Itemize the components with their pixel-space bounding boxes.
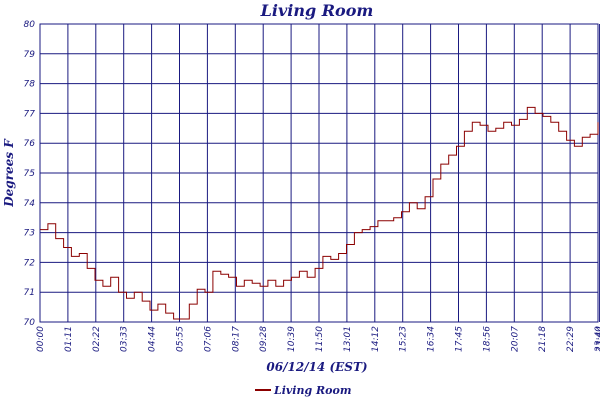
x-tick-label: 23:44 xyxy=(596,326,600,352)
y-tick-label: 73 xyxy=(24,229,36,239)
series-line-living-room xyxy=(40,106,599,320)
y-tick-label: 70 xyxy=(24,318,36,328)
x-tick-label: 18:56 xyxy=(482,326,492,352)
legend-label: Living Room xyxy=(273,384,351,397)
x-axis-label: 06/12/14 (EST) xyxy=(266,360,367,374)
x-tick-label: 08:17 xyxy=(231,326,241,352)
x-tick-label: 20:07 xyxy=(510,326,520,352)
y-tick-label: 72 xyxy=(24,258,36,268)
x-tick-label: 01:11 xyxy=(64,326,74,352)
x-tick-label: 17:45 xyxy=(455,326,465,352)
x-tick-label: 07:06 xyxy=(203,326,213,352)
legend: Living Room xyxy=(255,384,351,397)
x-tick-label: 22:29 xyxy=(566,326,576,352)
x-tick-labels: 00:00 01:11 02:22 03:33 04:44 05:55 07:06 08:17… xyxy=(36,326,600,352)
x-tick-label: 11:50 xyxy=(315,326,325,352)
y-tick-labels: 70 71 72 73 74 75 76 77 78 79 80 xyxy=(24,20,36,328)
y-tick-label: 75 xyxy=(24,169,36,179)
y-tick-label: 76 xyxy=(24,139,36,149)
x-tick-label: 03:33 xyxy=(120,326,130,352)
x-tick-label: 05:55 xyxy=(176,326,186,352)
y-tick-label: 74 xyxy=(24,199,36,209)
x-tick-label: 00:00 xyxy=(36,326,46,352)
x-tick-label: 13:01 xyxy=(343,326,353,352)
y-tick-label: 80 xyxy=(24,20,36,30)
x-tick-label: 14:12 xyxy=(371,326,381,352)
x-tick-label: 15:23 xyxy=(399,326,409,352)
y-tick-label: 71 xyxy=(24,288,35,298)
x-tick-label: 09:28 xyxy=(259,326,269,352)
y-tick-label: 77 xyxy=(24,109,36,119)
x-tick-label: 02:22 xyxy=(92,326,102,352)
grid-lines xyxy=(39,23,600,323)
x-tick-label: 04:44 xyxy=(148,326,158,352)
y-tick-label: 79 xyxy=(24,50,36,60)
chart-title: Living Room xyxy=(260,1,374,20)
y-tick-label: 78 xyxy=(24,80,36,90)
x-tick-label: 16:34 xyxy=(427,326,437,352)
x-tick-label: 21:18 xyxy=(538,326,548,352)
y-axis-label: Degrees F xyxy=(2,138,16,208)
x-tick-label: 23:40 xyxy=(594,326,600,352)
x-tick-label: 10:39 xyxy=(287,326,297,352)
